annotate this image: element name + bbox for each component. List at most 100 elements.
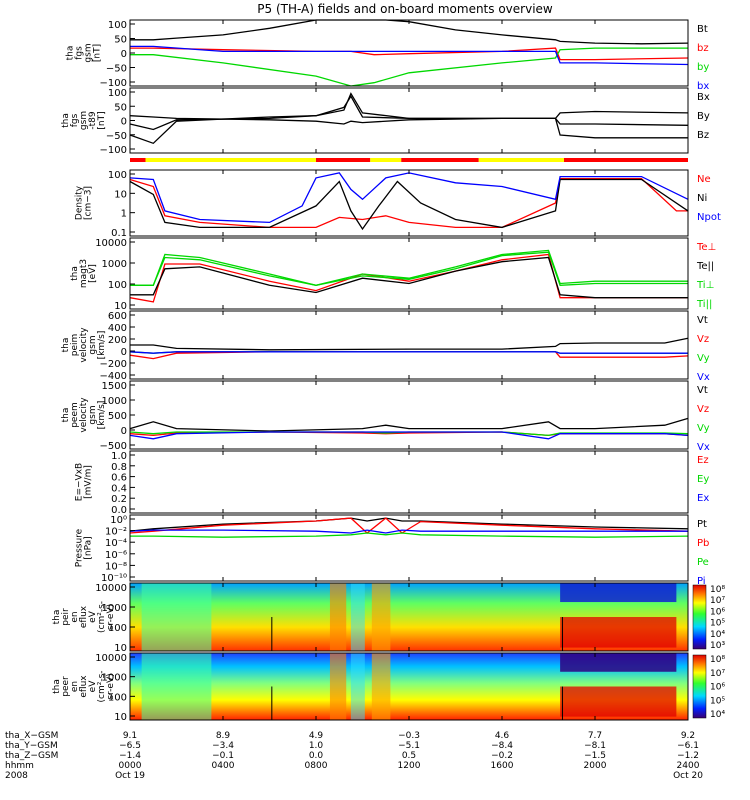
y-tick-label: 200 [108, 335, 127, 346]
y-tick-label: −500 [100, 441, 127, 452]
y-tick-label: 1000 [102, 603, 127, 614]
y-tick-label: 0.8 [111, 462, 127, 473]
legend-entry: Pb [697, 538, 709, 549]
ylabel-line: en [70, 611, 80, 622]
colorbar-tick-label: 10³ [710, 641, 725, 651]
y-tick-label: 1000 [102, 396, 127, 407]
series-line [130, 45, 689, 66]
y-tick-label: 10⁻² [105, 527, 127, 538]
y-tick-label: 1500 [102, 381, 127, 392]
panel-frame [129, 380, 689, 450]
axis-value: −1.2 [677, 751, 699, 761]
ylabel-line: [km/s] [97, 401, 107, 430]
colorbar-tick-label: 10⁷ [710, 596, 725, 606]
panel-frame [129, 19, 689, 87]
panel-ylabel: Pressure[nPa] [75, 528, 94, 567]
mode-segment [145, 158, 316, 162]
panel-ylabel: thapeimvelocitygsm[km/s] [61, 327, 107, 363]
y-tick-label: 100 [108, 623, 127, 634]
panel-ylabel: thapeemvelocitygsm[km/s] [61, 397, 107, 433]
ylabel-line: [cm−3] [84, 186, 94, 220]
ylabel-line: tha [52, 679, 62, 694]
legend-entry: Vz [697, 404, 709, 415]
ylabel-line: [km/s] [97, 331, 107, 360]
axis-value: −3.4 [212, 741, 234, 751]
mode-segment [478, 158, 564, 162]
y-tick-label: −100 [100, 145, 127, 156]
ylabel-line: peir [61, 608, 71, 626]
spectrogram-region [371, 583, 391, 651]
y-tick-label: 1000 [102, 259, 127, 270]
ylabel-line: [nT] [93, 44, 103, 62]
series-line [130, 337, 689, 351]
mode-segment [401, 158, 479, 162]
ylabel-line: eV [88, 610, 98, 623]
ylabel-line: tha [66, 46, 76, 61]
series-line [129, 110, 689, 125]
ylabel-line: sr-eV) [106, 673, 116, 699]
panel-frame [129, 310, 689, 380]
panel-ylabel: thamagt3[eV] [70, 259, 98, 288]
axis-value: 4.9 [309, 731, 324, 741]
ylabel-line: peem [70, 402, 80, 428]
series-line [130, 256, 688, 299]
axis-value: −1.4 [119, 751, 141, 761]
ylabel-line: eV [88, 680, 98, 693]
spectrogram-region [350, 653, 365, 720]
legend-entry: Npot [697, 212, 721, 223]
ylabel-line: velocity [79, 327, 89, 363]
y-tick-label: 50 [114, 35, 127, 46]
y-tick-label: 10⁻⁸ [105, 561, 127, 572]
y-tick-label: 0.4 [111, 483, 127, 494]
ylabel-line: tha [70, 266, 80, 281]
ylabel-line: magt3 [79, 259, 89, 288]
axis-value: 2000 [584, 761, 607, 771]
ylabel-line: [nT] [97, 111, 107, 129]
axis-value: −5.1 [398, 741, 420, 751]
y-tick-label: 0.0 [111, 505, 127, 516]
y-tick-label: 500 [108, 411, 127, 422]
series-line [129, 95, 689, 131]
spectrogram-region [141, 653, 212, 720]
axis-value: 0.0 [309, 751, 324, 761]
figure-title: P5 (TH-A) fields and on-board moments ov… [257, 2, 553, 16]
colorbar-tick-label: 10⁵ [710, 696, 725, 706]
axis-row-label: tha_Y−GSM [5, 741, 58, 751]
spectrogram-region [329, 583, 347, 651]
series-line [130, 47, 689, 61]
y-tick-label: −100 [100, 78, 127, 89]
panel-ylabel: thapeirenefluxeV(cm²-s-sr-eV) [52, 601, 116, 633]
y-tick-label: 100 [108, 280, 127, 291]
ylabel-line: tha [52, 610, 62, 625]
series-line [129, 351, 688, 354]
legend-entry: Ti⊥ [696, 280, 714, 291]
y-tick-label: 10 [114, 712, 127, 723]
mode-segment [130, 158, 146, 162]
axis-value: 0000 [119, 761, 142, 771]
legend-entry: Ez [697, 455, 709, 466]
ylabel-line: eflux [79, 605, 89, 628]
ylabel-line: gsm [88, 335, 98, 354]
ylabel-line: gsm [88, 405, 98, 424]
panels-layer: 100500−50−100thafgsgsm[nT]Btbzbybx100500… [52, 19, 725, 723]
axis-value: 0800 [305, 761, 328, 771]
y-tick-label: 10⁻⁴ [105, 538, 127, 549]
panel-ylabel: Density[cm−3] [75, 185, 94, 220]
axis-value: 0400 [212, 761, 235, 771]
axis-value: 9.1 [123, 731, 137, 741]
legend-entry: Bx [697, 92, 710, 103]
axis-value: −6.1 [677, 741, 699, 751]
legend-entry: bz [697, 43, 709, 54]
ylabel-line: -t89 [88, 111, 98, 130]
y-tick-label: −400 [100, 371, 127, 382]
series-line [129, 431, 689, 440]
y-tick-label: 0.1 [111, 228, 127, 239]
y-tick-label: 10⁻¹⁰ [101, 573, 127, 584]
panel: 10⁸ 10⁷ 10⁶ 10⁵ 10⁴ 10000 1000 100 10 thapeerenef… [52, 652, 725, 723]
series-line [129, 172, 689, 224]
y-tick-label: 0.6 [111, 473, 127, 484]
colorbar-tick-label: 10⁸ [710, 655, 725, 665]
y-tick-label: 10000 [95, 238, 127, 249]
series-line [129, 92, 688, 145]
spectrogram-region [371, 653, 391, 720]
